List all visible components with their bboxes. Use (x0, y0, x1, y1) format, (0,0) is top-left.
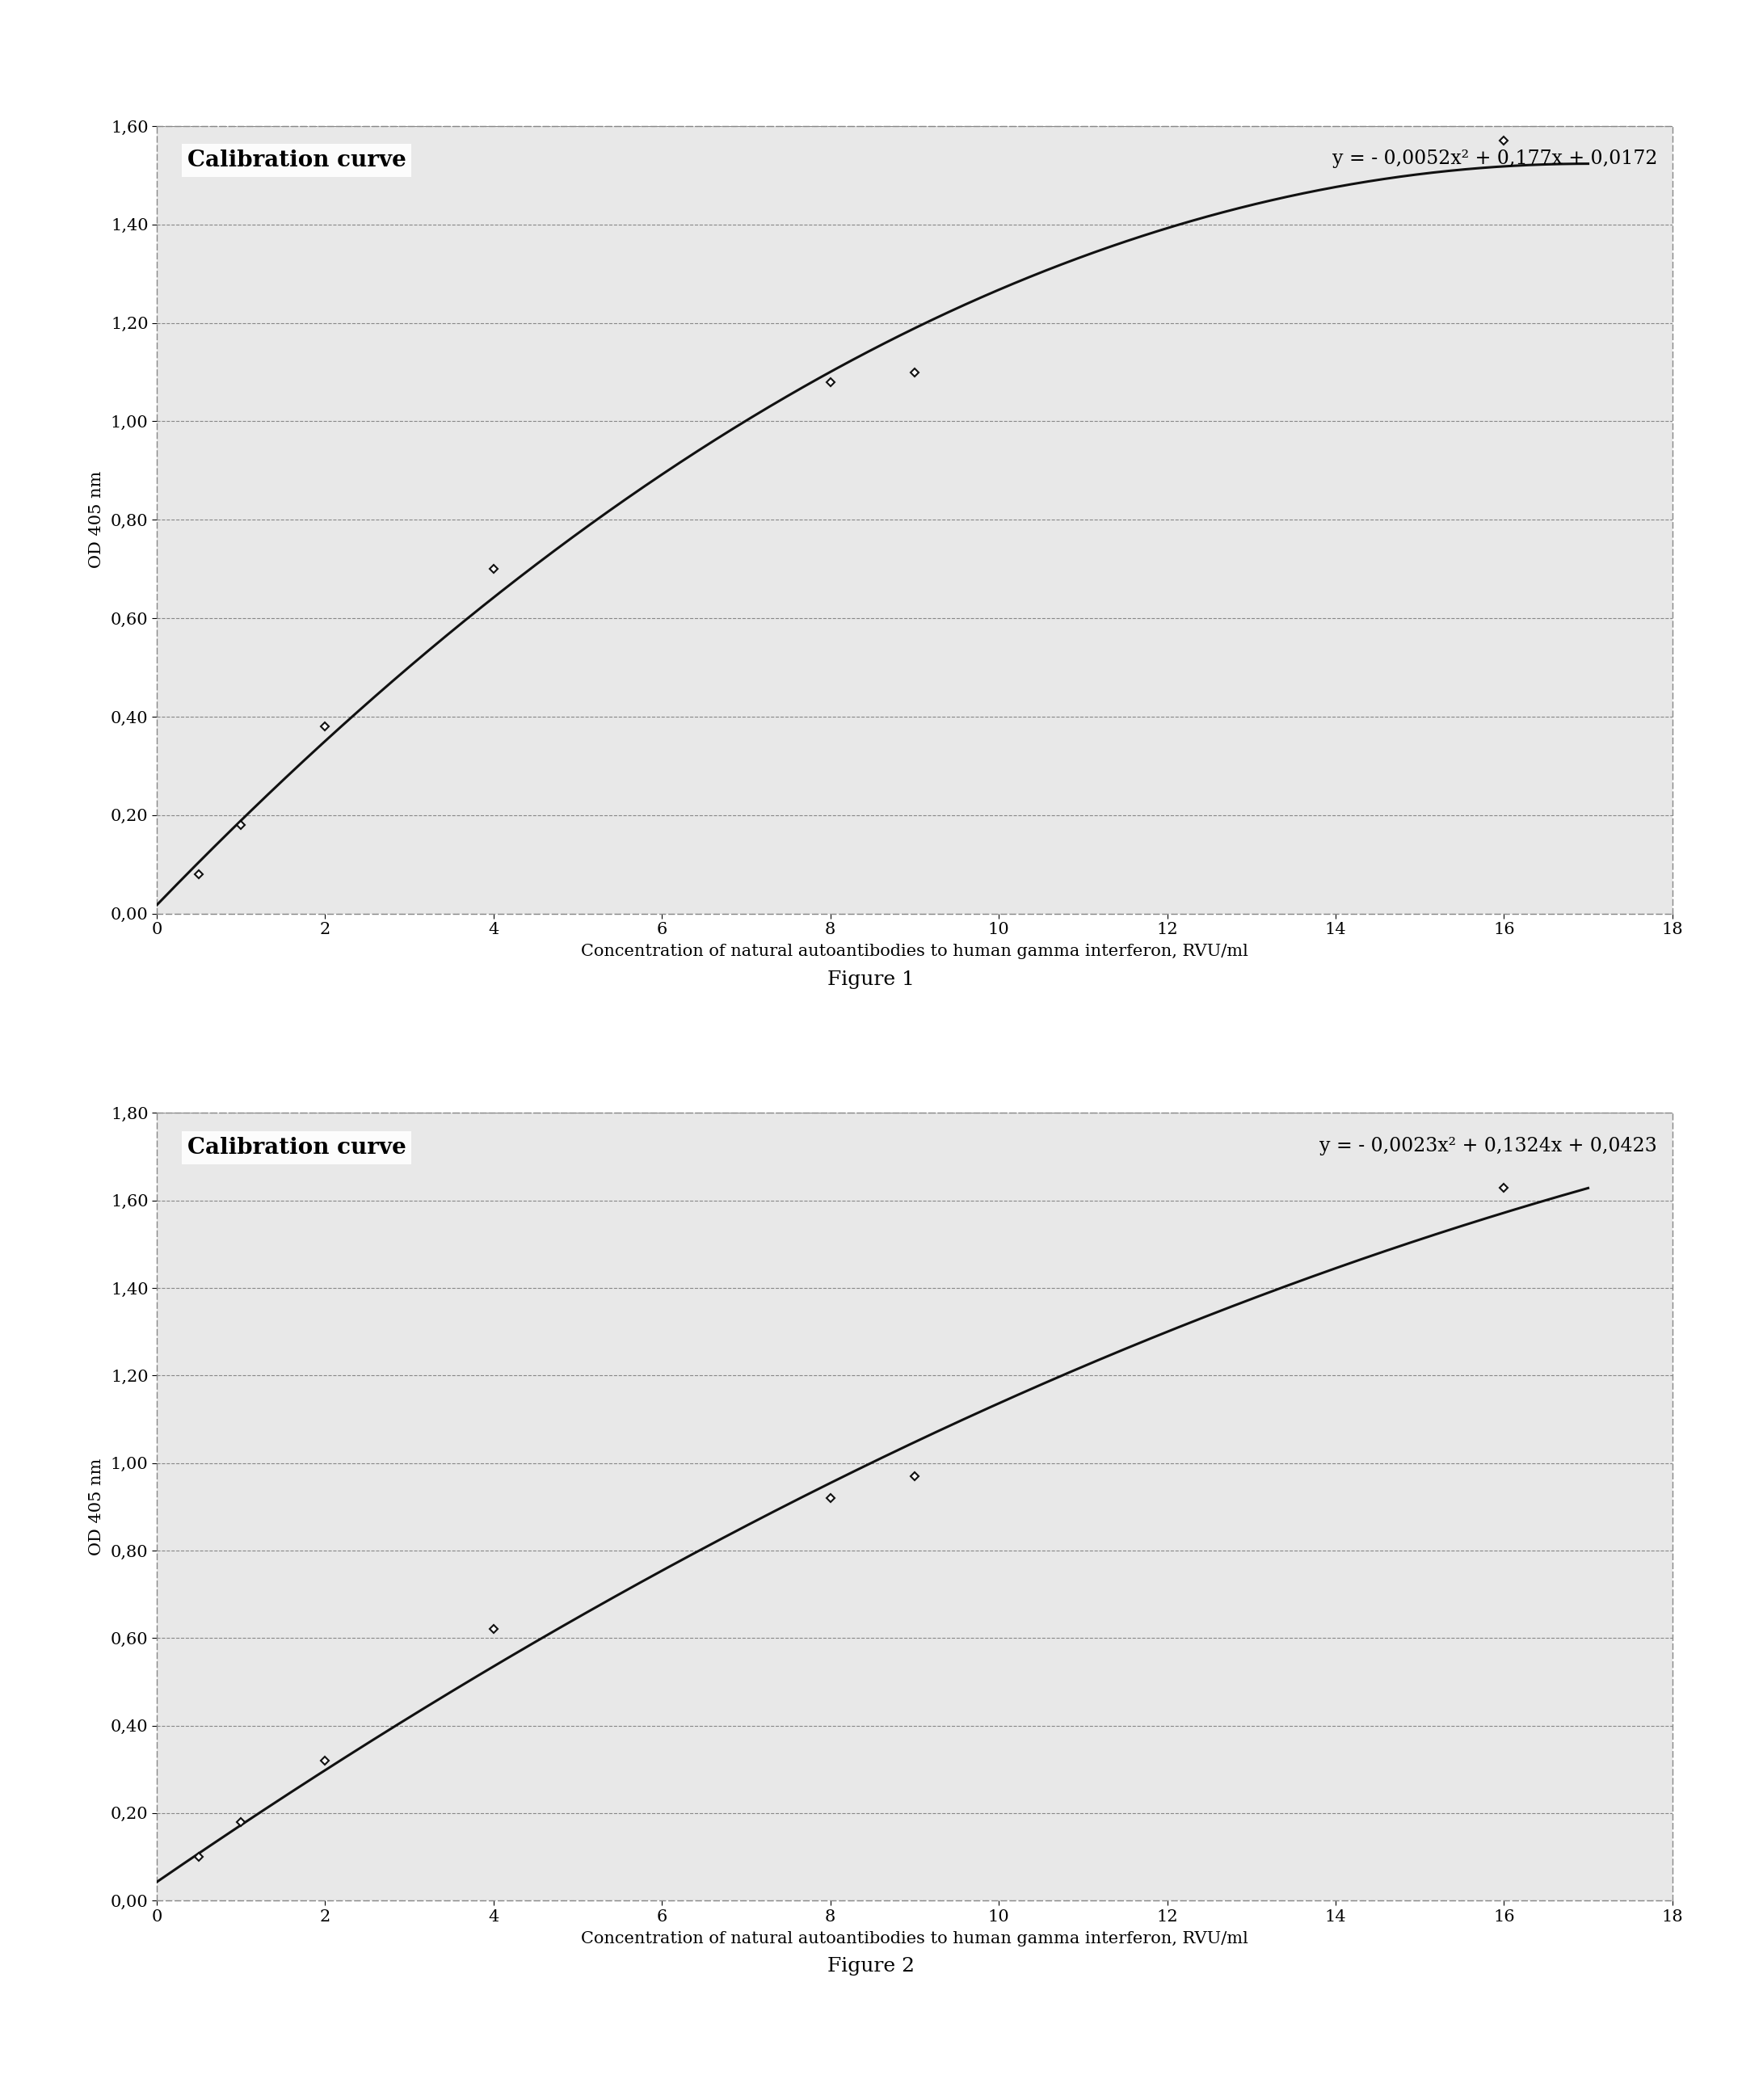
Text: Calibration curve: Calibration curve (186, 1136, 406, 1159)
X-axis label: Concentration of natural autoantibodies to human gamma interferon, RVU/ml: Concentration of natural autoantibodies … (580, 945, 1249, 960)
Text: Calibration curve: Calibration curve (186, 149, 406, 172)
X-axis label: Concentration of natural autoantibodies to human gamma interferon, RVU/ml: Concentration of natural autoantibodies … (580, 1932, 1249, 1947)
Y-axis label: OD 405 nm: OD 405 nm (89, 470, 105, 569)
Text: Figure 2: Figure 2 (827, 1957, 915, 1976)
Text: y = - 0,0023x² + 0,1324x + 0,0423: y = - 0,0023x² + 0,1324x + 0,0423 (1320, 1136, 1657, 1155)
Text: y = - 0,0052x² + 0,177x + 0,0172: y = - 0,0052x² + 0,177x + 0,0172 (1333, 149, 1657, 168)
Text: Figure 1: Figure 1 (827, 970, 915, 989)
Y-axis label: OD 405 nm: OD 405 nm (89, 1457, 105, 1556)
